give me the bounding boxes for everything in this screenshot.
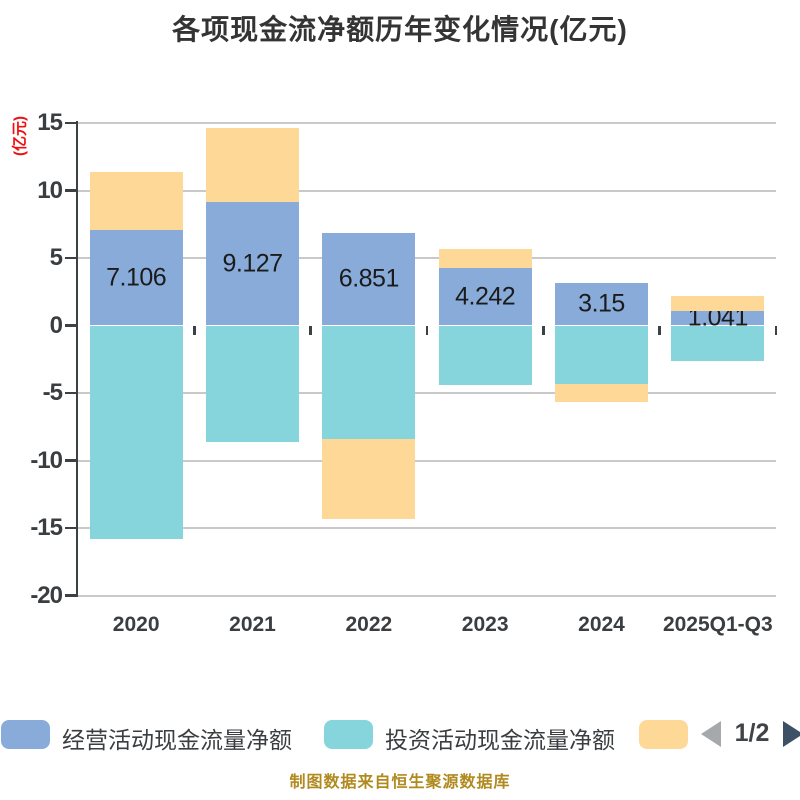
legend-swatch-operating[interactable] <box>1 720 50 749</box>
gridline--15 <box>78 527 776 529</box>
y-tick-label-0: 0 <box>49 311 63 339</box>
bar-segment-2020-s1 <box>89 325 183 539</box>
bar-value-label-2021: 9.127 <box>222 249 283 278</box>
y-tick-10 <box>64 189 77 192</box>
y-tick-label--20: -20 <box>30 581 63 609</box>
y-tick--5 <box>64 391 77 395</box>
bar-segment-2022-s2 <box>322 438 416 519</box>
bar-segment-2021-s1 <box>206 325 299 442</box>
y-axis <box>75 120 78 597</box>
x-tick-5 <box>658 325 661 335</box>
y-tick-15 <box>64 121 77 125</box>
bar-segment-2020-s2 <box>89 171 183 230</box>
y-tick-label--15: -15 <box>30 514 63 541</box>
bar-value-label-2023: 4.242 <box>455 282 516 311</box>
bar-segment-2025Q1-Q3-s2 <box>671 295 765 312</box>
y-tick--15 <box>64 526 77 530</box>
legend-label-investing[interactable]: 投资活动现金流量净额 <box>385 727 615 753</box>
bar-segment-2023-s0 <box>438 268 532 326</box>
legend-swatch-investing[interactable] <box>324 720 373 749</box>
bar-segment-2023-s2 <box>438 248 532 269</box>
legend-swatch-financing[interactable] <box>639 720 688 749</box>
y-tick--20 <box>64 594 77 597</box>
gridline--5 <box>78 392 776 394</box>
gridline--10 <box>78 459 776 462</box>
gridline-5 <box>78 257 776 259</box>
data-source-footer: 制图数据来自恒生聚源数据库 <box>289 774 511 791</box>
gridline-10 <box>78 189 776 192</box>
bar-segment-2024-s2 <box>555 383 648 403</box>
x-axis-label-2025Q1-Q3: 2025Q1-Q3 <box>662 613 773 636</box>
legend-label-operating[interactable]: 经营活动现金流量净额 <box>62 727 292 753</box>
bar-segment-2020-s0 <box>89 229 183 326</box>
bar-segment-2021-s2 <box>206 128 299 203</box>
x-axis-label-2024: 2024 <box>578 613 625 636</box>
bar-value-label-2020: 7.106 <box>106 263 167 292</box>
bar-segment-2025Q1-Q3-s0 <box>671 311 765 326</box>
gridline--20 <box>78 594 776 597</box>
y-tick-0 <box>64 324 77 327</box>
legend-next-page-icon[interactable] <box>783 721 800 747</box>
bar-segment-2023-s1 <box>438 325 532 385</box>
legend-prev-page-icon[interactable] <box>701 721 721 747</box>
bar-segment-2021-s0 <box>206 202 299 326</box>
x-tick-2 <box>309 325 312 335</box>
y-tick-5 <box>64 256 77 260</box>
x-axis-label-2023: 2023 <box>461 613 509 636</box>
y-tick-label-10: 10 <box>37 176 63 204</box>
bar-segment-2024-s0 <box>555 282 648 326</box>
y-tick-label--5: -5 <box>42 379 63 406</box>
bar-segment-2022-s0 <box>322 233 416 326</box>
bar-segment-2025Q1-Q3-s1 <box>671 325 765 361</box>
x-axis-label-2021: 2021 <box>229 613 276 636</box>
y-tick--10 <box>64 459 77 462</box>
x-axis-label-2022: 2022 <box>345 613 393 636</box>
x-tick-6 <box>774 325 778 335</box>
y-tick-label--10: -10 <box>30 446 63 474</box>
bar-value-label-2024: 3.15 <box>578 289 625 318</box>
bar-value-label-2022: 6.851 <box>338 264 400 293</box>
y-tick-label-5: 5 <box>49 244 63 271</box>
bar-segment-2022-s1 <box>322 325 416 439</box>
x-tick-4 <box>542 325 545 335</box>
chart-title: 各项现金流净额历年变化情况(亿元) <box>172 14 628 45</box>
gridline-15 <box>78 122 776 124</box>
x-tick-1 <box>193 325 196 335</box>
x-axis-label-2020: 2020 <box>112 613 160 636</box>
x-tick-3 <box>425 325 429 335</box>
y-tick-label-15: 15 <box>37 109 63 136</box>
legend-page-indicator: 1/2 <box>734 719 770 747</box>
bar-segment-2024-s1 <box>555 325 648 384</box>
